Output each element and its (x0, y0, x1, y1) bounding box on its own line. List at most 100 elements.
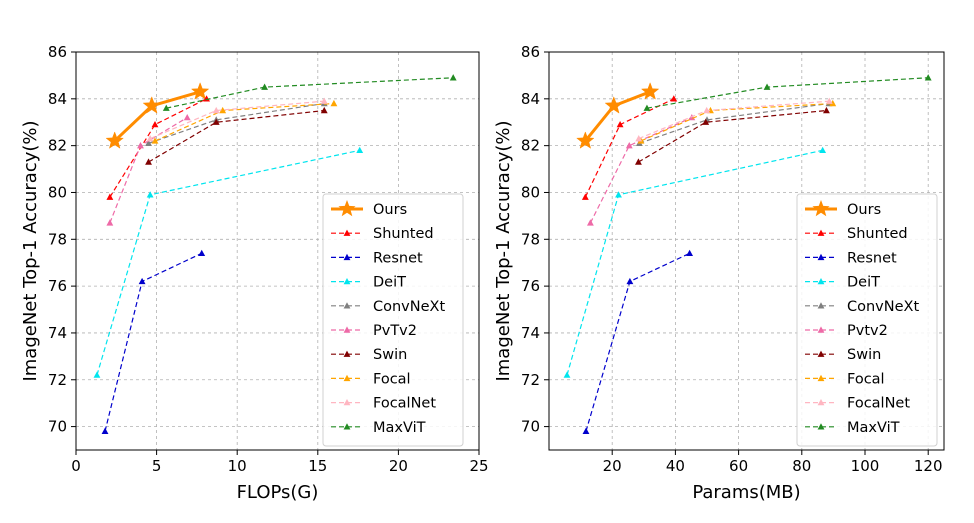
data-point-triangle (146, 135, 154, 142)
x-tick-label: 40 (666, 457, 685, 475)
data-point-triangle (137, 142, 144, 149)
legend-label-focalnet: FocalNet (847, 396, 910, 412)
data-point-triangle (203, 95, 210, 102)
data-point-star (142, 96, 161, 114)
series-swin (145, 106, 328, 165)
x-tick-label: 80 (792, 457, 811, 475)
data-point-triangle (162, 104, 170, 111)
series-focal (151, 99, 338, 144)
legend-marker-triangle (817, 399, 825, 406)
legend-label-pvtv2: PvTv2 (373, 323, 417, 339)
y-tick-label: 84 (521, 90, 540, 108)
legend-label-deit: DeiT (847, 275, 880, 291)
legend-marker-triangle (817, 350, 825, 357)
data-point-triangle (586, 219, 594, 226)
data-point-triangle (183, 113, 191, 121)
legend-marker-triangle (817, 326, 825, 333)
y-axis-label: ImageNet Top-1 Accuracy(%) (20, 120, 41, 381)
legend: Ours Shunted Resnet DeiT ConvNeXt PvTv2 Swin Fo… (322, 193, 464, 447)
legend-marker-triangle (343, 326, 351, 333)
x-tick-label: 100 (851, 457, 880, 475)
x-tick-label: 120 (914, 457, 943, 475)
x-tick-label: 0 (71, 457, 81, 475)
legend-label-resnet: Resnet (373, 250, 423, 266)
series-shunted (106, 95, 210, 200)
data-point-triangle (702, 118, 710, 125)
legend-marker-triangle (343, 399, 351, 406)
y-tick-label: 80 (521, 183, 540, 201)
series-line-focal (640, 102, 833, 142)
series-line-pvtv2 (589, 117, 693, 224)
legend-marker-triangle (817, 278, 825, 285)
data-point-triangle (212, 118, 220, 125)
series-line-swin (638, 109, 827, 163)
series-pvtv2 (106, 113, 191, 226)
y-tick-label: 72 (48, 371, 67, 389)
data-point-triangle (616, 120, 624, 128)
legend-marker-triangle (343, 374, 351, 382)
data-point-triangle (106, 193, 114, 200)
series-line-focal (154, 102, 334, 142)
series-convnext (635, 99, 833, 147)
legend-marker-triangle (343, 302, 351, 309)
legend-label-focal: Focal (847, 371, 885, 387)
y-tick-label: 76 (521, 277, 540, 295)
legend-label-convnext: ConvNeXt (847, 299, 919, 315)
legend-label-pvtv2: Pvtv2 (847, 323, 888, 339)
series-maxvit (162, 74, 457, 111)
data-point-triangle (145, 139, 152, 147)
data-point-triangle (829, 99, 837, 107)
data-point-triangle (330, 99, 338, 107)
series-line-focalnet (149, 100, 325, 140)
x-tick-label: 20 (603, 457, 622, 475)
series-line-deit (96, 149, 360, 376)
legend-marker-triangle (343, 423, 351, 430)
y-axis-label: ImageNet Top-1 Accuracy(%) (493, 120, 514, 381)
series-focalnet (146, 97, 328, 142)
legend-marker-triangle (343, 278, 351, 285)
y-tick-label: 74 (48, 324, 67, 342)
data-point-triangle (763, 83, 771, 90)
data-point-triangle (825, 97, 833, 104)
series-deit (563, 146, 827, 378)
data-point-triangle (924, 74, 932, 81)
data-point-star (105, 131, 124, 149)
series-line-maxvit (646, 77, 929, 109)
series-line-swin (148, 109, 325, 163)
legend-label-resnet: Resnet (847, 250, 897, 266)
data-point-triangle (626, 277, 634, 285)
legend-label-swin: Swin (373, 347, 407, 363)
series-line-resnet (585, 252, 690, 432)
y-tick-label: 70 (521, 418, 540, 436)
data-point-triangle (635, 158, 642, 165)
series-line-convnext (639, 102, 830, 144)
data-point-triangle (686, 249, 694, 257)
legend-marker-triangle (817, 302, 825, 309)
series-resnet (101, 249, 206, 434)
legend-marker-triangle (817, 229, 825, 236)
series-ours (576, 82, 660, 149)
y-tick-label: 78 (48, 230, 67, 248)
y-tick-label: 70 (48, 418, 67, 436)
data-point-triangle (93, 371, 101, 378)
legend-label-shunted: Shunted (373, 226, 434, 242)
data-point-triangle (819, 146, 827, 154)
data-point-star (190, 82, 210, 100)
data-point-triangle (145, 158, 152, 165)
series-deit (93, 146, 364, 378)
data-point-triangle (563, 371, 571, 378)
data-point-triangle (615, 191, 622, 198)
y-tick-label: 78 (521, 230, 540, 248)
legend-label-convnext: ConvNeXt (373, 299, 445, 315)
series-maxvit (643, 74, 932, 111)
x-tick-label: 20 (389, 457, 408, 475)
data-point-triangle (581, 193, 589, 200)
series-ours (105, 82, 210, 149)
y-tick-label: 82 (521, 137, 540, 155)
axes-frame (548, 51, 945, 451)
data-point-triangle (703, 106, 711, 114)
legend-label-shunted: Shunted (847, 226, 908, 242)
x-tick-label: 10 (228, 457, 247, 475)
data-point-triangle (101, 427, 109, 434)
axes-frame (75, 51, 480, 451)
